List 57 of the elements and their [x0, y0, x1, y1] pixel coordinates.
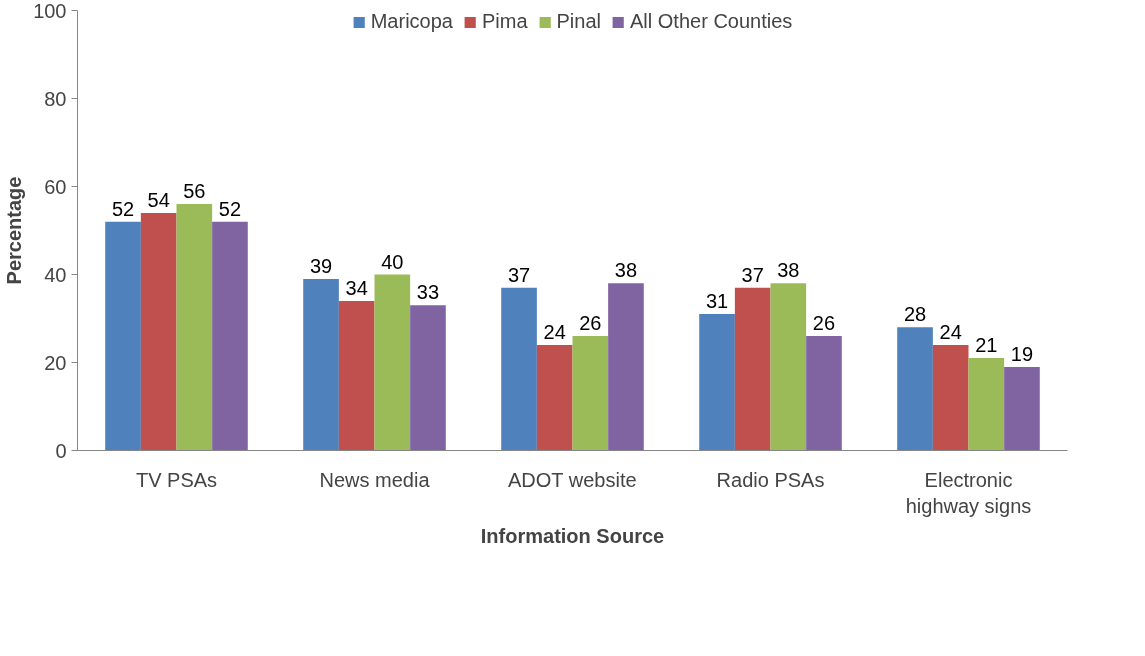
y-axis-title: Percentage — [3, 176, 26, 285]
data-label: 19 — [1010, 342, 1034, 365]
legend-label: Pinal — [556, 10, 602, 33]
data-label: 54 — [147, 188, 170, 211]
bar — [897, 327, 933, 451]
bar — [140, 212, 177, 451]
data-label: 39 — [309, 254, 333, 277]
data-label: 37 — [507, 263, 531, 286]
data-label: 38 — [777, 259, 800, 282]
x-tick-label: ADOT website — [508, 468, 637, 491]
bar — [536, 344, 573, 451]
x-tick-label: Radio PSAs — [716, 468, 825, 491]
bar — [968, 358, 1005, 451]
data-label: 21 — [975, 334, 998, 357]
legend-label: Maricopa — [370, 10, 453, 33]
bar — [105, 221, 141, 451]
bar — [176, 204, 213, 451]
bar — [374, 274, 411, 451]
data-label: 26 — [812, 312, 836, 335]
y-tick-label: 100 — [33, 0, 67, 22]
data-label: 33 — [416, 281, 440, 304]
bar — [806, 336, 842, 451]
bar — [770, 283, 807, 451]
x-tick-label: Electronic highway signs — [905, 468, 1032, 517]
y-tick-label: 80 — [44, 87, 67, 110]
bar — [410, 305, 446, 451]
data-label: 38 — [614, 259, 638, 282]
bar — [212, 221, 248, 451]
data-label: 26 — [579, 312, 602, 335]
data-label: 56 — [183, 180, 206, 203]
x-tick-label: TV PSAs — [135, 468, 218, 491]
data-label: 52 — [111, 197, 135, 220]
data-label: 24 — [543, 320, 566, 343]
data-label: 34 — [345, 276, 368, 299]
data-label: 52 — [218, 197, 242, 220]
bar — [303, 278, 339, 451]
bar — [338, 300, 375, 451]
bar — [734, 287, 771, 451]
bar — [608, 283, 644, 451]
legend-label: All Other Counties — [630, 10, 793, 33]
bar — [932, 344, 969, 451]
bar — [501, 287, 537, 451]
data-label: 24 — [939, 320, 962, 343]
y-tick-label: 40 — [44, 263, 67, 286]
legend-label: Pima — [481, 10, 528, 33]
y-tick-label: 60 — [44, 175, 67, 198]
x-tick-label: News media — [319, 468, 431, 491]
data-label: 28 — [903, 303, 927, 326]
bar — [572, 336, 609, 451]
bar — [1004, 366, 1040, 451]
y-tick-label: 20 — [44, 351, 67, 374]
data-label: 40 — [381, 250, 404, 273]
data-label: 37 — [741, 263, 764, 286]
data-label: 31 — [705, 290, 729, 313]
x-axis-title: Information Source — [480, 524, 665, 547]
y-tick-label: 0 — [55, 439, 67, 462]
bar — [699, 314, 735, 451]
